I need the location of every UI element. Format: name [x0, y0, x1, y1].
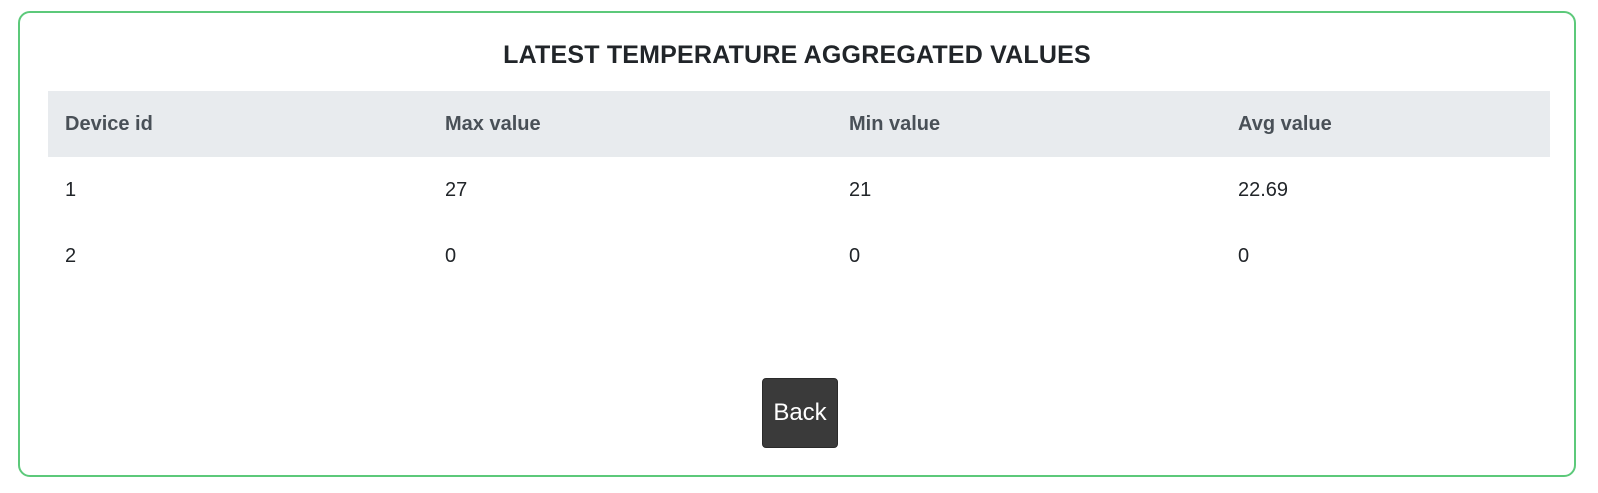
- aggregated-values-table: Device id Max value Min value Avg value …: [48, 91, 1550, 289]
- cell-device-id: 1: [65, 178, 77, 201]
- column-header-avg-value: Avg value: [1238, 112, 1332, 135]
- column-header-max-value: Max value: [445, 112, 541, 135]
- cell-max-value: 27: [445, 178, 468, 201]
- aggregated-values-card: LATEST TEMPERATURE AGGREGATED VALUES Dev…: [18, 11, 1576, 477]
- table-row: 2 0 0 0: [48, 223, 1550, 289]
- cell-min-value: 0: [849, 244, 861, 267]
- table-header-row: Device id Max value Min value Avg value: [48, 91, 1550, 157]
- cell-avg-value: 22.69: [1238, 178, 1289, 201]
- cell-max-value: 0: [445, 244, 457, 267]
- table-row: 1 27 21 22.69: [48, 157, 1550, 223]
- column-header-device-id: Device id: [65, 112, 153, 135]
- table-header: Device id Max value Min value Avg value: [48, 91, 1550, 157]
- card-title: LATEST TEMPERATURE AGGREGATED VALUES: [503, 41, 1091, 69]
- cell-device-id: 2: [65, 244, 77, 267]
- back-button[interactable]: Back: [762, 378, 838, 448]
- table-body: 1 27 21 22.69 2 0 0 0: [48, 157, 1550, 289]
- column-header-min-value: Min value: [849, 112, 941, 135]
- cell-avg-value: 0: [1238, 244, 1250, 267]
- cell-min-value: 21: [849, 178, 872, 201]
